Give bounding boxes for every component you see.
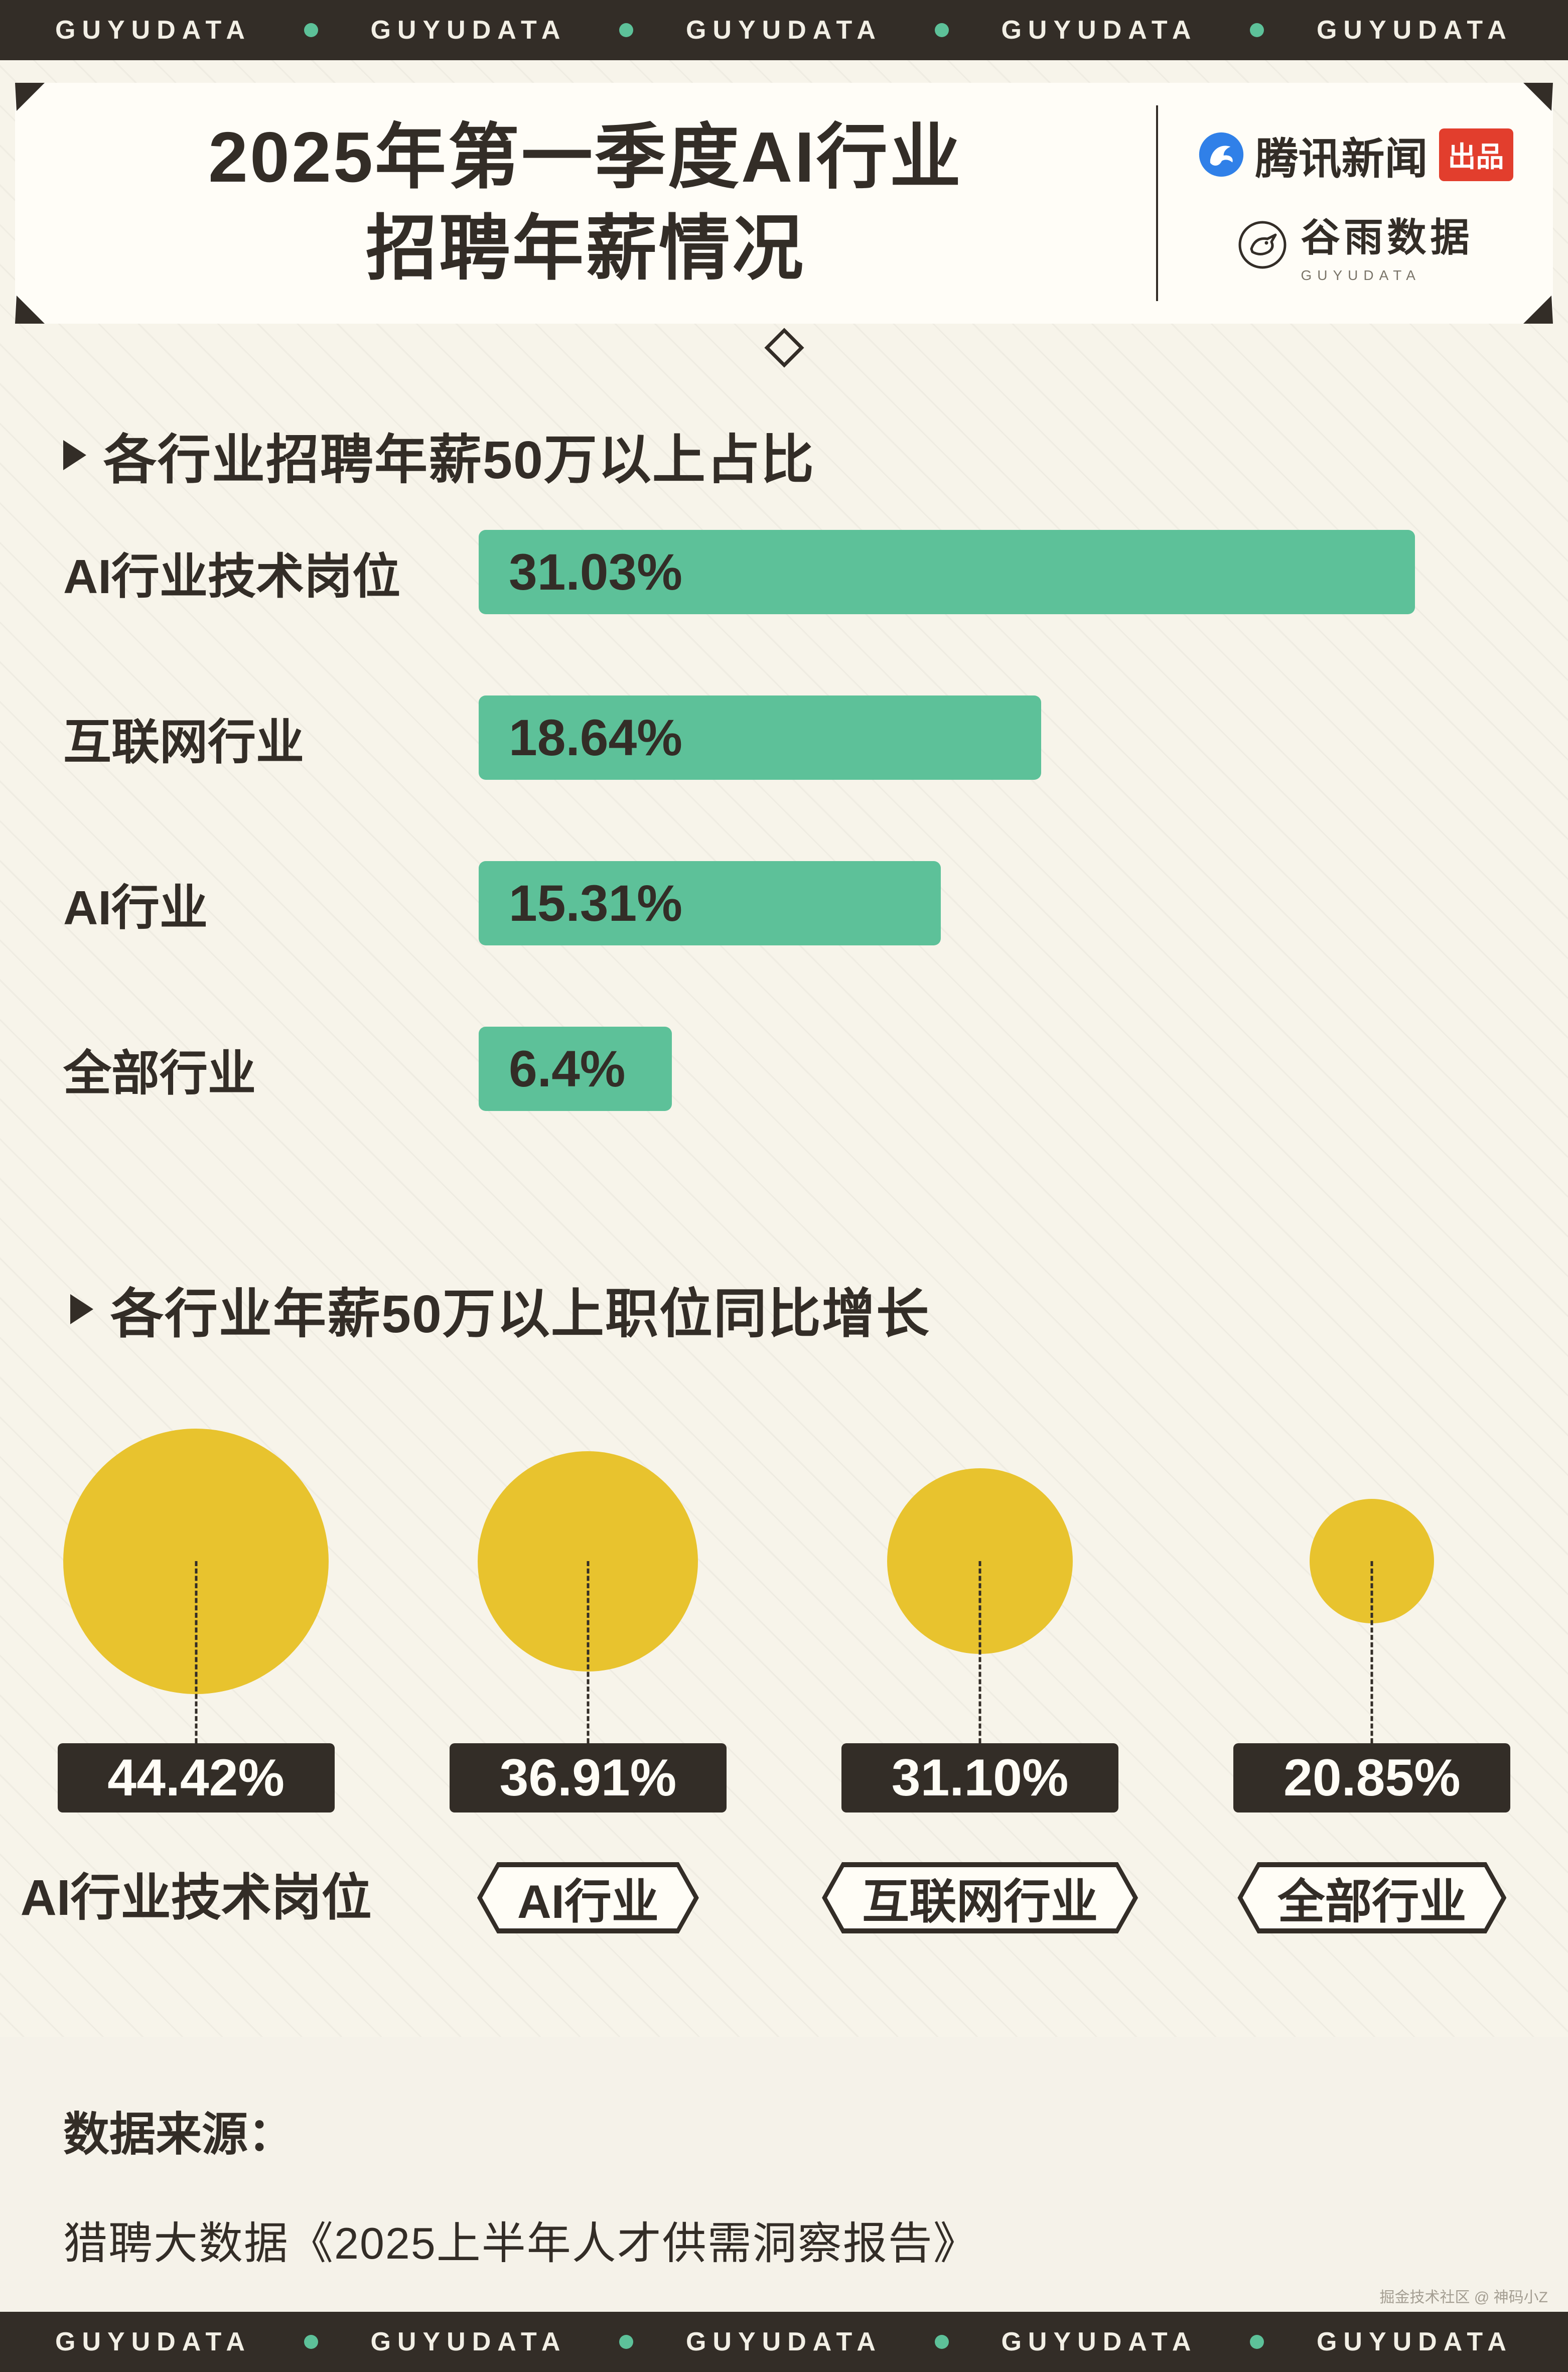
dashed-connector [587,1561,590,1743]
footer: 数据来源： 猎聘大数据《2025上半年人才供需洞察报告》 [0,2037,1568,2312]
brand-wordmark: GUYUDATA [370,16,567,45]
dot-icon [619,23,634,37]
guyudata-logo: 谷雨数据 GUYUDATA [1237,206,1473,284]
dot-icon [934,23,949,37]
bar: 18.64% [479,695,1041,780]
section-marker-icon [70,1294,93,1324]
section1-heading: 各行业招聘年薪50万以上占比 [63,416,815,494]
brand-wordmark: GUYUDATA [685,2327,882,2356]
bar-row-label: 互联网行业 [63,715,304,769]
category-label: AI行业 [477,1862,699,1933]
growth-value-box: 20.85% [1233,1743,1511,1812]
section2-title: 各行业年薪50万以上职位同比增长 [110,1285,930,1344]
bar: 31.03% [479,530,1415,614]
growth-value-box: 36.91% [449,1743,727,1812]
dot-icon [304,2335,318,2349]
diamond-ornament-icon [764,328,804,368]
brand-wordmark: GUYUDATA [1316,16,1513,45]
bar-value-label: 31.03% [509,543,682,601]
bar-row: AI行业技术岗位 31.03% [63,530,1508,614]
bar-row-label: 全部行业 [63,1046,256,1100]
brand-strip-bottom: GUYUDATA GUYUDATA GUYUDATA GUYUDATA GUYUDATA [0,2312,1568,2372]
growth-value-box: 44.42% [57,1743,335,1812]
dot-icon [304,23,318,37]
category-label-wrap: AI行业技术岗位 [21,1862,372,1933]
bar-row: AI行业 15.31% [63,861,1508,945]
category-label-text: 互联网行业 [827,1867,1133,1928]
bar: 15.31% [479,861,941,945]
dashed-connector [978,1561,981,1743]
bar-value-label: 15.31% [509,874,682,932]
dot-icon [1250,2335,1264,2349]
bubble-column: 20.85% 全部行业 [1176,1426,1568,1933]
bar-row: 互联网行业 18.64% [63,695,1508,780]
brand-strip-top: GUYUDATA GUYUDATA GUYUDATA GUYUDATA GUYUDATA [0,0,1568,60]
category-label-wrap: 互联网行业 [822,1862,1138,1933]
header-divider [1156,105,1158,301]
page-title-line2: 招聘年薪情况 [366,209,805,289]
bar-row-label: AI行业技术岗位 [63,549,400,604]
data-source-text: 猎聘大数据《2025上半年人才供需洞察报告》 [63,2218,978,2268]
guyudata-bird-icon [1238,221,1287,268]
brand-wordmark: GUYUDATA [55,16,251,45]
dashed-connector [195,1561,198,1743]
publisher-logos: 腾讯新闻 出品 谷雨数据 GUYUDATA [1158,123,1553,284]
tencent-news-logo: 腾讯新闻 出品 [1198,123,1513,186]
section-marker-icon [63,440,86,470]
brand-wordmark: GUYUDATA [685,16,882,45]
brand-wordmark: GUYUDATA [1316,2327,1513,2356]
bar: 6.4% [479,1027,672,1111]
section2-heading: 各行业年薪50万以上职位同比增长 [70,1271,930,1348]
dot-icon [1250,23,1264,37]
page-title: 2025年第一季度AI行业 招聘年薪情况 [208,112,963,295]
category-label-text: 全部行业 [1242,1867,1501,1928]
bar-value-label: 6.4% [509,1040,626,1097]
brand-wordmark: GUYUDATA [55,2327,251,2356]
data-source-label: 数据来源： [63,2109,295,2160]
bar-row-label: AI行业 [63,881,208,935]
dot-icon [619,2335,634,2349]
bubble-column: 44.42% AI行业技术岗位 [0,1426,392,1933]
category-label: AI行业技术岗位 [20,1870,372,1926]
guyudata-subtitle: GUYUDATA [1301,267,1421,283]
dashed-connector [1370,1561,1373,1743]
bubble-column: 31.10% 互联网行业 [784,1426,1176,1933]
category-label-wrap: 全部行业 [1237,1862,1506,1933]
guyudata-name: 谷雨数据 [1301,215,1474,259]
brand-wordmark: GUYUDATA [1001,16,1198,45]
tencent-news-label: 腾讯新闻 [1255,134,1428,183]
corner-mark-icon [1523,294,1553,324]
bubble-column: 36.91% AI行业 [392,1426,784,1933]
bubble-chart: 44.42% AI行业技术岗位 36.91% AI行业 31.10% 互联网行业 20.85… [0,1426,1568,1933]
bar-value-label: 18.64% [509,709,682,766]
chupin-badge: 出品 [1439,128,1513,181]
corner-mark-icon [15,83,45,112]
tencent-news-icon [1199,132,1243,177]
category-label: 全部行业 [1237,1862,1506,1933]
section1-title: 各行业招聘年薪50万以上占比 [103,431,815,490]
corner-mark-icon [1523,83,1553,112]
page-title-line1: 2025年第一季度AI行业 [208,117,963,198]
watermark: 掘金技术社区 @ 神码小Z [1379,2289,1548,2306]
guyudata-wordmark: 谷雨数据 GUYUDATA [1301,206,1473,284]
header: 2025年第一季度AI行业 招聘年薪情况 腾讯新闻 出品 [15,83,1553,368]
growth-value-box: 31.10% [841,1743,1119,1812]
category-label-text: AI行业 [482,1867,694,1928]
category-label: 互联网行业 [822,1862,1138,1933]
category-label-wrap: AI行业 [477,1862,699,1933]
header-title-area: 2025年第一季度AI行业 招聘年薪情况 [15,112,1156,295]
brand-wordmark: GUYUDATA [1001,2327,1198,2356]
dot-icon [934,2335,949,2349]
bar-row: 全部行业 6.4% [63,1027,1508,1111]
brand-wordmark: GUYUDATA [370,2327,567,2356]
bar-chart: AI行业技术岗位 31.03% 互联网行业 18.64% AI行业 15.31% 全部行业 6… [63,530,1508,1192]
corner-mark-icon [15,294,45,324]
